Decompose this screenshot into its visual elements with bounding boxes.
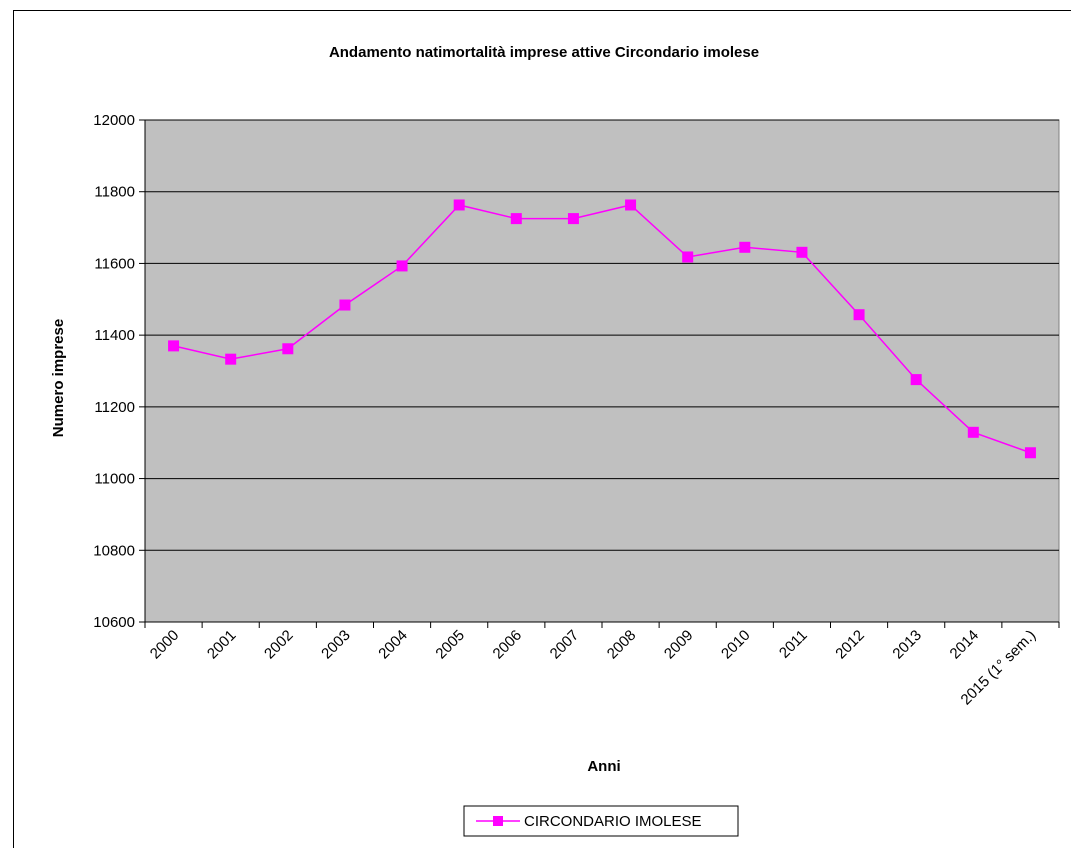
x-axis-ticks: 2000 2001 2002 2003 2004 2005 2006 2007 2008 2009… [144,622,1060,709]
y-tick-label: 10600 [93,614,135,631]
y-tick-label: 12000 [93,112,135,129]
x-tick-label: 2004 [375,627,411,663]
y-axis-title: Numero imprese [50,319,67,437]
x-tick-label: 2012 [832,627,868,663]
x-tick-label: 2000 [147,627,183,663]
x-tick-label: 2001 [204,627,240,663]
data-point-marker [910,374,922,386]
data-point-marker [1024,447,1036,459]
y-tick-label: 10800 [93,542,135,559]
data-point-marker [567,213,579,225]
data-point-marker [739,241,751,253]
data-point-marker [282,343,294,355]
axes [144,120,1059,623]
x-tick-label: 2010 [718,627,754,663]
legend-label: CIRCONDARIO IMOLESE [524,813,702,830]
y-tick-label: 11800 [94,184,135,201]
y-axis-ticks: 10600 10800 11000 11200 11400 11600 11800 12000 [93,112,145,631]
data-point-marker [625,199,637,211]
series-group [168,199,1036,459]
data-point-marker [967,426,979,438]
data-point-marker [853,309,865,321]
y-tick-label: 11000 [94,471,135,488]
chart-frame [13,10,1071,848]
legend-marker [493,816,503,826]
chart-title: Andamento natimortalità imprese attive C… [329,44,759,61]
x-axis-title: Anni [587,758,620,775]
series-line [173,204,1031,454]
y-tick-label: 11200 [94,399,135,416]
x-tick-label: 2014 [947,627,983,663]
x-tick-label: 2008 [604,627,640,663]
x-tick-label: 2011 [776,627,811,662]
x-tick-label: 2002 [261,627,297,663]
x-tick-label: 2009 [661,627,697,663]
data-point-marker [453,199,465,211]
x-tick-label: 2007 [547,627,583,663]
y-tick-label: 11600 [94,255,135,272]
plot-area [144,119,1060,623]
data-point-marker [396,260,408,272]
data-point-marker [225,353,237,365]
x-tick-label: 2006 [490,627,526,663]
x-tick-label: 2005 [432,627,468,663]
data-point-marker [796,246,808,258]
x-tick-label: 2003 [318,627,354,663]
x-tick-label: 2013 [889,627,925,663]
y-tick-label: 11400 [94,327,135,344]
data-point-marker [168,340,180,352]
data-point-marker [339,299,351,311]
legend: CIRCONDARIO IMOLESE [463,805,739,837]
data-point-marker [682,251,694,263]
data-point-marker [510,213,522,225]
